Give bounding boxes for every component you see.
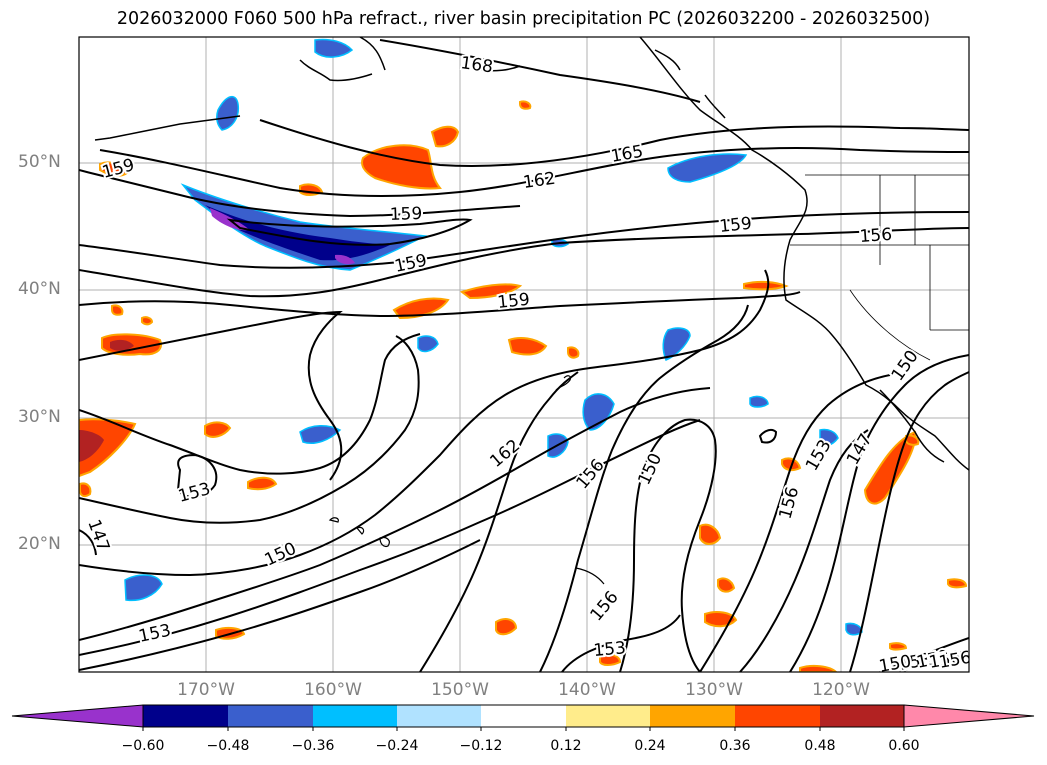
colorbar-tick-label: −0.12 xyxy=(459,738,503,754)
state-borders xyxy=(790,174,969,361)
lon-label-140w: 140°W xyxy=(558,680,616,700)
lat-label-50n: 50°N xyxy=(18,152,61,172)
contour-159-mid xyxy=(79,211,969,269)
colorbar-tick-label: 0.36 xyxy=(719,738,751,754)
contour-165 xyxy=(259,119,969,167)
contour-147 xyxy=(79,539,481,671)
colorbar-tick-label: −0.60 xyxy=(121,738,165,754)
contour-159-south xyxy=(79,291,801,318)
colorbar-bin xyxy=(735,705,820,727)
contour-162 xyxy=(99,147,969,198)
colorbar-bin xyxy=(650,705,735,727)
contour-156-south xyxy=(539,304,749,672)
map-area: 168 165 162 159 159 159 159 159 156 153 … xyxy=(79,37,972,677)
colorbar-extend-high xyxy=(903,704,1035,728)
colorbar-bin xyxy=(397,705,481,727)
contour-label: 153 xyxy=(593,638,627,661)
colorbar xyxy=(11,704,1035,731)
contour-153-east xyxy=(561,614,681,672)
lat-label-40n: 40°N xyxy=(18,279,61,299)
lon-label-130w: 130°W xyxy=(685,680,743,700)
colorbar-tick-label: 0.12 xyxy=(550,738,582,754)
contour-150-coast xyxy=(789,354,969,672)
contour-label: 156 xyxy=(859,225,893,247)
contour-156-east xyxy=(699,374,891,672)
colorbar-tick-label: 0.24 xyxy=(634,738,666,754)
colorbar-bin xyxy=(143,705,228,727)
lon-label-160w: 160°W xyxy=(304,680,362,700)
colorbar-bin xyxy=(481,705,566,727)
precip-shading xyxy=(79,38,968,672)
refractivity-contours xyxy=(79,39,969,672)
precip-negative-core xyxy=(205,205,390,261)
colorbar-tick-label: −0.48 xyxy=(206,738,250,754)
contour-label: 159 xyxy=(496,290,530,313)
colorbar-tick-label: 0.48 xyxy=(804,738,836,754)
lat-label-30n: 30°N xyxy=(18,407,61,427)
lon-label-170w: 170°W xyxy=(177,680,235,700)
contour-159-north xyxy=(79,169,521,218)
coastlines xyxy=(94,37,969,471)
colorbar-bin xyxy=(820,705,904,727)
north-america-coast xyxy=(639,37,969,471)
contour-label: 156 xyxy=(937,648,972,673)
colorbar-tick-label: −0.36 xyxy=(291,738,335,754)
map-title: 2026032000 F060 500 hPa refract., river … xyxy=(116,9,931,29)
contour-147-coast xyxy=(849,371,969,672)
precip-positive-blob xyxy=(361,144,442,190)
contour-153 xyxy=(176,453,218,498)
contour-156-swirl xyxy=(79,310,343,481)
colorbar-bin xyxy=(566,705,650,727)
contour-150 xyxy=(79,269,770,577)
colorbar-tick-label: 0.60 xyxy=(888,738,920,754)
contour-156 xyxy=(79,227,969,298)
contour-label: 168 xyxy=(459,53,494,77)
contour-label: 159 xyxy=(389,204,422,225)
contour-150-east xyxy=(619,418,717,672)
lon-label-150w: 150°W xyxy=(431,680,489,700)
contour-label: 156 xyxy=(927,648,962,673)
contour-162-south xyxy=(419,371,579,672)
map-frame xyxy=(78,36,970,673)
lat-label-20n: 20°N xyxy=(18,534,61,554)
precip-negative-peak xyxy=(335,254,355,265)
alaska-peninsula xyxy=(94,37,386,141)
precip-positive-peak xyxy=(79,430,104,462)
colorbar-extend-low xyxy=(11,704,144,728)
colorbar-bin xyxy=(228,705,313,727)
contour-159-loop xyxy=(226,218,473,246)
contour-168 xyxy=(379,39,701,103)
contour-label: 159 xyxy=(718,214,752,237)
contour-label: 150 xyxy=(877,652,912,677)
lon-label-120w: 120°W xyxy=(812,680,870,700)
colorbar-bin xyxy=(313,705,397,727)
contour-153-lower xyxy=(79,387,711,641)
colorbar-tick-label: −0.24 xyxy=(375,738,419,754)
